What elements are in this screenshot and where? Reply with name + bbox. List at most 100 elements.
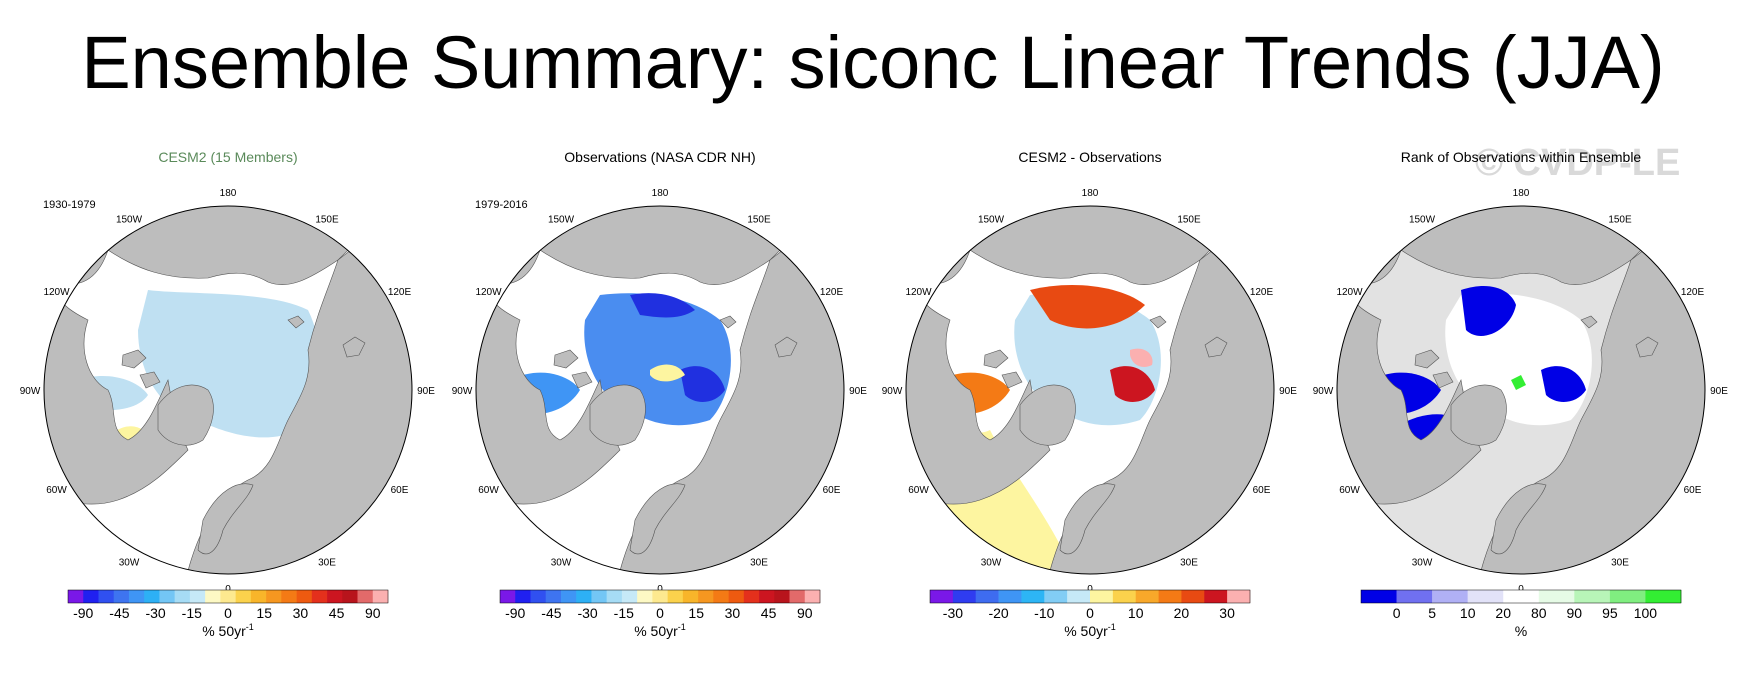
colorbar-swatch xyxy=(682,590,699,603)
map-boundary xyxy=(905,205,1275,575)
colorbar-swatch xyxy=(713,590,729,603)
lon-label: 30E xyxy=(1611,558,1629,569)
colorbar-tick-label: 30 xyxy=(1219,605,1235,621)
map-boundary xyxy=(475,205,845,575)
colorbar-swatch xyxy=(774,590,790,603)
colorbar-swatch xyxy=(998,590,1022,603)
lon-label: 180 xyxy=(1082,188,1099,199)
lon-label: 150E xyxy=(747,215,771,226)
lon-label: 180 xyxy=(652,188,669,199)
colorbar-swatch xyxy=(515,590,531,603)
colorbar-swatch xyxy=(576,590,592,603)
map-panel-4: Rank of Observations within Ensemble 180 1… xyxy=(1313,149,1729,639)
units-text: % 50yr xyxy=(634,623,678,639)
colorbar-tick-label: 90 xyxy=(365,605,381,621)
map-boundary xyxy=(1336,205,1706,575)
colorbar: -90 -45 -30 -15 0 15 30 45 90 % 50yr-1 xyxy=(67,589,389,639)
lon-label: 120W xyxy=(1336,287,1363,298)
units-superscript: -1 xyxy=(678,622,686,632)
lon-label: 120E xyxy=(1681,287,1705,298)
colorbar-tick-label: 20 xyxy=(1495,605,1511,621)
colorbar-swatch xyxy=(327,590,343,603)
colorbar-tick-label: 45 xyxy=(761,605,777,621)
colorbar-swatch xyxy=(975,590,999,603)
colorbar-tick-label: 30 xyxy=(725,605,741,621)
map-panel-2: Observations (NASA CDR NH) 1979-2016 180 15… xyxy=(452,149,868,639)
panel-title: Observations (NASA CDR NH) xyxy=(564,149,755,165)
colorbar-tick-label: 0 xyxy=(1393,605,1401,621)
colorbar-tick-label: 80 xyxy=(1531,605,1547,621)
lon-label: 30E xyxy=(750,558,768,569)
map-area xyxy=(44,206,412,574)
colorbar-swatch xyxy=(1158,590,1182,603)
colorbar-swatch xyxy=(128,590,145,603)
lon-label: 60W xyxy=(908,485,929,496)
lon-label: 90E xyxy=(417,386,435,397)
lon-label: 180 xyxy=(1513,188,1530,199)
colorbar-swatch xyxy=(1181,590,1205,603)
lon-label: 90E xyxy=(1279,386,1297,397)
lon-label: 30E xyxy=(1180,558,1198,569)
lon-label: 0 xyxy=(1087,584,1093,595)
lon-label: 90W xyxy=(20,386,41,397)
panel-title: CESM2 (15 Members) xyxy=(158,149,297,165)
colorbar-swatch xyxy=(1204,590,1228,603)
lon-label: 180 xyxy=(220,188,237,199)
panel-title: CESM2 - Observations xyxy=(1018,149,1161,165)
colorbar-swatch xyxy=(250,590,267,603)
lon-label: 150E xyxy=(1608,215,1632,226)
lon-label: 60E xyxy=(1684,485,1702,496)
colorbar-swatch xyxy=(530,590,547,603)
lon-label: 150W xyxy=(1409,215,1436,226)
colorbar-units: % 50yr-1 xyxy=(1064,622,1116,639)
colorbar-swatch xyxy=(189,590,206,603)
lon-label: 90W xyxy=(452,386,473,397)
lon-label: 30W xyxy=(551,558,572,569)
colorbar-swatch xyxy=(1467,590,1504,603)
colorbar-swatch xyxy=(1609,590,1646,603)
colorbar-swatch xyxy=(342,590,358,603)
colorbar-units: % xyxy=(1515,623,1527,639)
colorbar-tick-label: -90 xyxy=(505,605,525,621)
lon-label: 150W xyxy=(548,215,575,226)
colorbar-swatch xyxy=(266,590,282,603)
colorbar-tick-label: 5 xyxy=(1428,605,1436,621)
lon-label: 30W xyxy=(981,558,1002,569)
colorbar-swatch xyxy=(1503,590,1540,603)
lon-label: 30W xyxy=(1412,558,1433,569)
units-text: % 50yr xyxy=(1064,623,1108,639)
colorbar-swatch xyxy=(652,590,668,603)
colorbar-swatch xyxy=(952,590,977,603)
colorbar-swatch xyxy=(545,590,562,603)
lon-label: 60E xyxy=(391,485,409,496)
colorbar-tick-label: -10 xyxy=(1034,605,1054,621)
lon-label: 90E xyxy=(849,386,867,397)
map-panel-1: CESM2 (15 Members) 1930-1979 180 150E 120E 90… xyxy=(20,149,436,639)
map-area xyxy=(906,206,1274,574)
colorbar-swatch xyxy=(174,590,191,603)
lon-label: 120E xyxy=(820,287,844,298)
lon-label: 60W xyxy=(1339,485,1360,496)
colorbar-swatch xyxy=(621,590,638,603)
colorbar-swatch xyxy=(759,590,775,603)
lon-label: 60E xyxy=(1253,485,1271,496)
period-label: 1930-1979 xyxy=(43,199,96,211)
colorbar-swatch xyxy=(930,590,954,603)
lon-label: 0 xyxy=(225,584,231,595)
lon-label: 30W xyxy=(119,558,140,569)
map-boundary xyxy=(43,205,413,575)
colorbar-swatch xyxy=(235,590,252,603)
lon-label: 120W xyxy=(475,287,502,298)
colorbar-tick-label: 45 xyxy=(329,605,345,621)
colorbar-tick-label: 15 xyxy=(688,605,704,621)
lon-label: 90E xyxy=(1710,386,1728,397)
colorbar-swatch xyxy=(500,590,516,603)
lon-label: 0 xyxy=(1518,584,1524,595)
colorbar: -90 -45 -30 -15 0 15 30 45 90 % 50yr-1 xyxy=(499,589,821,639)
colorbar-swatch xyxy=(296,590,313,603)
colorbar-swatch xyxy=(637,590,653,603)
colorbar: -30 -20 -10 0 10 20 30 % 50yr-1 xyxy=(929,589,1251,639)
colorbar-swatch xyxy=(591,590,607,603)
colorbar-swatch xyxy=(159,590,175,603)
